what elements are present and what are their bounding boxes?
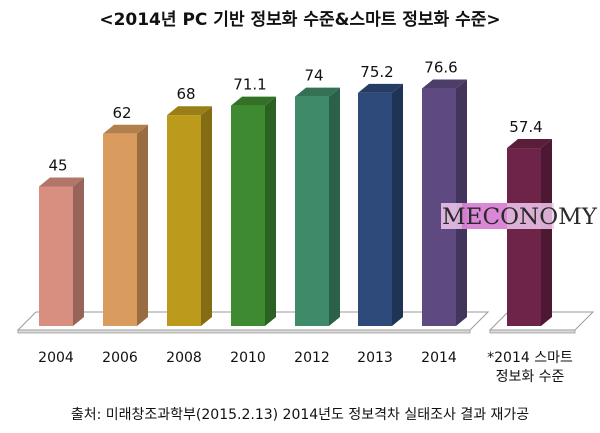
bar-front [295,96,329,326]
bar-side [137,124,148,326]
value-label: 62 [112,104,131,122]
value-label: 57.4 [509,118,542,136]
category-label: *2014 스마트 [487,350,573,366]
bar-side [329,87,340,326]
value-label: 68 [176,85,195,103]
value-label: 76.6 [424,59,457,77]
bar-top [507,139,552,149]
bar-7 [507,139,552,326]
bar-front [358,92,392,326]
bar-top [39,177,84,187]
bar-top [231,96,276,106]
value-label: 71.1 [233,76,266,94]
value-label: 45 [48,157,67,175]
bar-4 [295,87,340,326]
bar-5 [358,83,403,326]
source-note: 출처: 미래창조과학부(2015.2.13) 2014년도 정보격차 실태조사 … [71,407,529,423]
value-labels-group: 45 62 68 71.1 74 75.2 76.6 57.4 [48,59,542,175]
value-label: 75.2 [360,63,393,81]
bar-top [295,87,340,97]
bar-front [167,115,201,326]
value-label: 74 [304,67,323,85]
category-label: 2010 [230,350,266,366]
bar-side [201,106,212,326]
bar-top [358,83,403,93]
bar-1 [103,124,148,326]
bar-side [456,79,467,326]
bar-top [103,124,148,134]
category-label: 정보화 수준 [496,369,565,385]
bar-2 [167,106,212,326]
bar-side [73,177,84,326]
bar-front [507,148,541,326]
bar-6 [422,79,467,326]
category-label: 2006 [102,350,138,366]
watermark-logo: MECONOMY [441,203,597,230]
floor-smart-front [489,329,576,334]
bar-3 [231,96,276,326]
bar-front [103,133,137,326]
watermark-text: MECONOMY [442,205,597,230]
bar-0 [39,177,84,326]
category-labels-group: 2004 2006 2008 2010 2012 2013 2014 *2014 스마트정보화… [38,350,573,385]
bar-top [422,79,467,89]
category-label: 2004 [38,350,74,366]
bar-side [265,96,276,326]
watermark-box-2 [462,203,507,229]
bar-side [541,139,552,326]
category-label: 2013 [357,350,393,366]
bar-side [392,83,403,326]
category-label: 2014 [421,350,457,366]
category-label: 2012 [294,350,330,366]
bar-front [231,105,265,326]
category-label: 2008 [166,350,202,366]
floor-main-front [17,329,471,334]
bars-group [39,79,552,326]
chart-title: <2014년 PC 기반 정보화 수준&스마트 정보화 수준> [99,10,500,30]
bar-front [39,186,73,326]
bar-top [167,106,212,116]
